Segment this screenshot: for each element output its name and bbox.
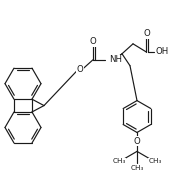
Text: O: O	[134, 137, 140, 146]
Text: O: O	[144, 29, 150, 38]
Text: O: O	[77, 65, 83, 74]
Text: O: O	[90, 37, 96, 46]
Text: NH: NH	[109, 55, 122, 64]
Text: CH₃: CH₃	[130, 165, 144, 171]
Text: OH: OH	[156, 47, 169, 56]
Text: CH₃: CH₃	[112, 158, 126, 164]
Text: CH₃: CH₃	[148, 158, 162, 164]
